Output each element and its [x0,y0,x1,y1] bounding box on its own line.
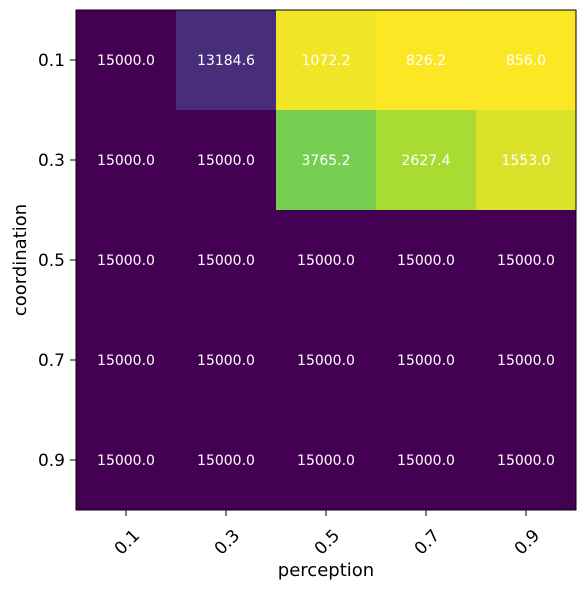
x-tick-label: 0.1 [111,526,144,559]
heatmap-cell-label: 15000.0 [97,353,155,369]
heatmap-cell [276,310,376,410]
heatmap-cell [376,210,476,310]
heatmap-cell-label: 2627.4 [402,153,451,169]
y-tick-label: 0.1 [38,51,65,71]
heatmap-cell-label: 856.0 [506,53,546,69]
heatmap-cell [76,110,176,210]
x-tick-label: 0.3 [211,526,244,559]
heatmap-cell [276,410,376,510]
heatmap-cell-label: 15000.0 [97,253,155,269]
heatmap-cell-label: 15000.0 [297,353,355,369]
y-tick-label: 0.5 [38,251,65,271]
x-axis-label: perception [278,560,374,581]
heatmap-cell-labels: 15000.0 13184.6 1072.2 826.2 856.0 15000.0 150… [97,53,555,469]
y-tick-label: 0.3 [38,151,65,171]
heatmap-cell-label: 15000.0 [497,253,555,269]
heatmap-cell [276,10,376,110]
heatmap-cell [176,410,276,510]
heatmap-cell [376,10,476,110]
heatmap-cell [76,410,176,510]
heatmap-cell [476,310,576,410]
y-tick-label: 0.9 [38,451,65,471]
heatmap-cell-label: 15000.0 [197,253,255,269]
x-tick-label: 0.9 [511,526,544,559]
heatmap-cell-label: 15000.0 [197,153,255,169]
heatmap-cell [476,210,576,310]
heatmap-cell-label: 15000.0 [397,253,455,269]
heatmap-cell [76,210,176,310]
x-axis-ticks: 0.1 0.3 0.5 0.7 0.9 [111,510,544,559]
heatmap-cell-label: 15000.0 [197,453,255,469]
heatmap-cell [476,10,576,110]
heatmap-cell-label: 15000.0 [397,453,455,469]
heatmap-cell-label: 15000.0 [197,353,255,369]
heatmap-cell [176,10,276,110]
heatmap-cell [76,310,176,410]
heatmap-cell-label: 15000.0 [97,153,155,169]
heatmap-cell [476,110,576,210]
heatmap-cell [476,410,576,510]
heatmap-cell-label: 15000.0 [397,353,455,369]
heatmap-cells [76,10,576,510]
heatmap-cell-label: 15000.0 [97,53,155,69]
heatmap-cell-label: 13184.6 [197,53,255,69]
heatmap-cell-label: 15000.0 [497,353,555,369]
heatmap-cell-label: 15000.0 [497,453,555,469]
heatmap-cell-label: 1553.0 [502,153,551,169]
heatmap-cell-label: 15000.0 [297,253,355,269]
heatmap-cell [376,310,476,410]
heatmap-cell-label: 15000.0 [97,453,155,469]
heatmap-cell [276,110,376,210]
y-tick-label: 0.7 [38,351,65,371]
x-tick-label: 0.7 [411,526,444,559]
heatmap-cell [276,210,376,310]
y-axis-ticks: 0.1 0.3 0.5 0.7 0.9 [38,51,76,471]
heatmap-cell-label: 1072.2 [302,53,351,69]
heatmap-cell [76,10,176,110]
x-tick-label: 0.5 [311,526,344,559]
heatmap-cell [176,210,276,310]
heatmap-cell-label: 826.2 [406,53,446,69]
heatmap-cell-label: 15000.0 [297,453,355,469]
heatmap-cell [176,110,276,210]
y-axis-label: coordination [10,204,31,316]
heatmap-cell-label: 3765.2 [302,153,351,169]
heatmap-cell [376,110,476,210]
heatmap-cell [376,410,476,510]
heatmap-cell [176,310,276,410]
